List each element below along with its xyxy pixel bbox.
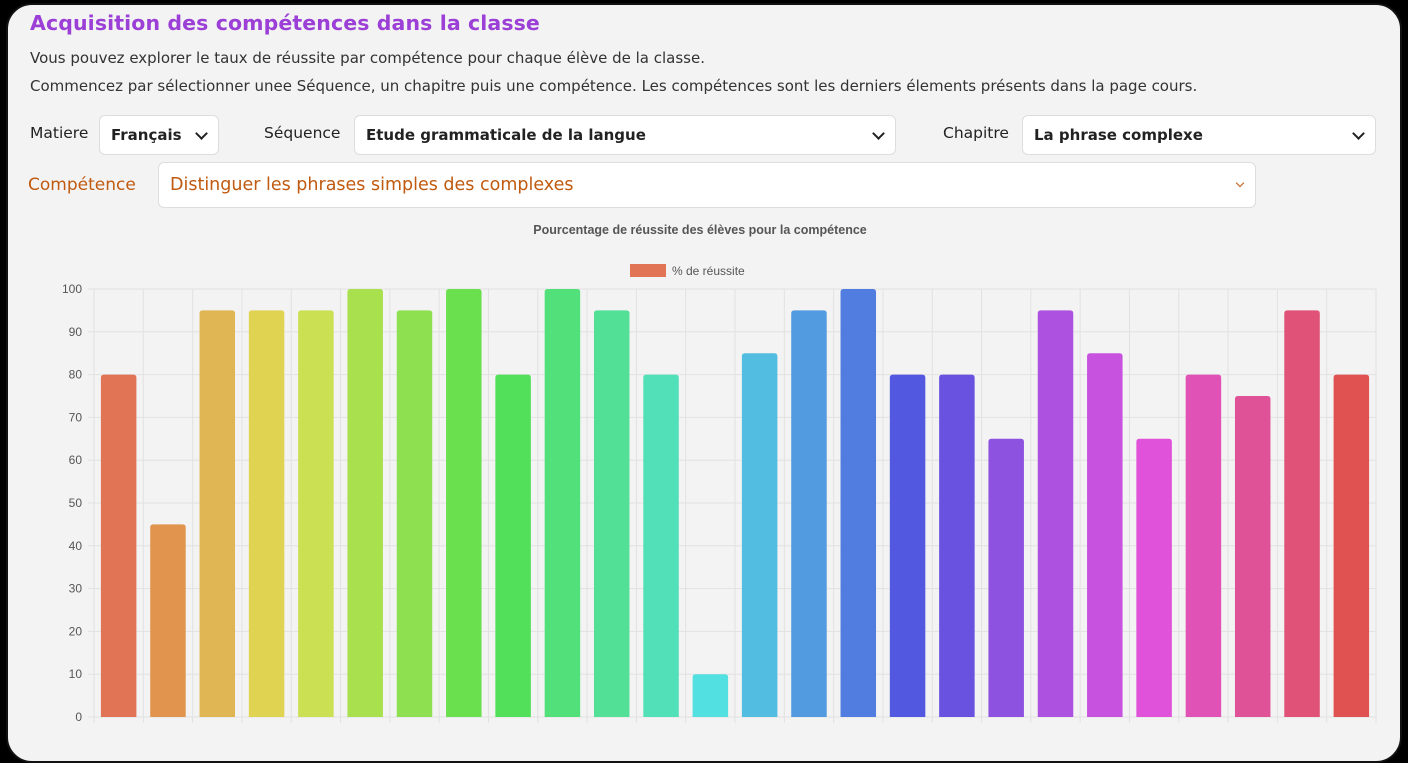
chapitre-label: Chapitre	[943, 124, 1009, 142]
y-tick-label: 0	[75, 710, 82, 724]
legend-swatch	[630, 264, 666, 277]
bar[interactable]	[199, 310, 236, 717]
bar[interactable]	[593, 310, 630, 717]
chapitre-value: La phrase complexe	[1034, 126, 1203, 144]
competence-label: Compétence	[28, 175, 136, 195]
competence-select[interactable]: Distinguer les phrases simples des compl…	[158, 162, 1256, 208]
bar[interactable]	[100, 374, 137, 717]
y-tick-label: 10	[69, 667, 83, 681]
bar[interactable]	[495, 374, 531, 717]
bar[interactable]	[1234, 396, 1271, 717]
bar[interactable]	[939, 374, 975, 717]
bar[interactable]	[446, 289, 482, 717]
bar[interactable]	[791, 310, 827, 717]
bar[interactable]	[298, 310, 334, 717]
bar[interactable]	[741, 353, 778, 717]
bar[interactable]	[643, 374, 679, 717]
bar[interactable]	[1087, 353, 1123, 717]
bar[interactable]	[889, 374, 926, 717]
y-tick-label: 30	[69, 582, 83, 596]
bar[interactable]	[150, 524, 186, 717]
bar[interactable]	[988, 438, 1024, 717]
matiere-label: Matiere	[30, 124, 89, 142]
y-tick-label: 70	[69, 410, 83, 424]
bar[interactable]	[692, 674, 729, 717]
y-tick-label: 90	[69, 325, 83, 339]
sequence-value: Etude grammaticale de la langue	[366, 126, 646, 144]
bar[interactable]	[544, 289, 581, 717]
instructions-text: Commencez par sélectionner unee Séquence…	[30, 77, 1198, 95]
bar[interactable]	[1136, 438, 1172, 717]
bar[interactable]	[1284, 310, 1320, 717]
intro-text: Vous pouvez explorer le taux de réussite…	[30, 49, 705, 67]
matiere-value: Français	[111, 126, 182, 144]
competence-value: Distinguer les phrases simples des compl…	[170, 175, 574, 195]
bar[interactable]	[248, 310, 285, 717]
sequence-label: Séquence	[264, 124, 341, 142]
bar[interactable]	[396, 310, 433, 717]
legend-label: % de réussite	[672, 264, 745, 278]
chart-legend: % de réussite	[630, 264, 745, 278]
sequence-select[interactable]: Etude grammaticale de la langue	[354, 115, 896, 155]
chapitre-select[interactable]: La phrase complexe	[1022, 115, 1376, 155]
y-tick-label: 20	[69, 624, 83, 638]
chart-title: Pourcentage de réussite des élèves pour …	[533, 223, 867, 237]
y-tick-label: 80	[69, 368, 83, 382]
bar[interactable]	[1185, 374, 1222, 717]
y-tick-label: 50	[69, 496, 83, 510]
competence-panel: Acquisition des compétences dans la clas…	[6, 3, 1402, 763]
y-tick-label: 60	[69, 453, 83, 467]
y-tick-label: 100	[62, 282, 82, 296]
bar[interactable]	[1333, 374, 1370, 717]
matiere-select[interactable]: Français	[99, 115, 219, 155]
success-bar-chart: Pourcentage de réussite des élèves pour …	[62, 223, 1377, 724]
bar[interactable]	[840, 289, 877, 717]
bar[interactable]	[347, 289, 383, 717]
y-tick-label: 40	[69, 539, 83, 553]
page-title: Acquisition des compétences dans la clas…	[30, 11, 540, 35]
bar[interactable]	[1037, 310, 1074, 717]
